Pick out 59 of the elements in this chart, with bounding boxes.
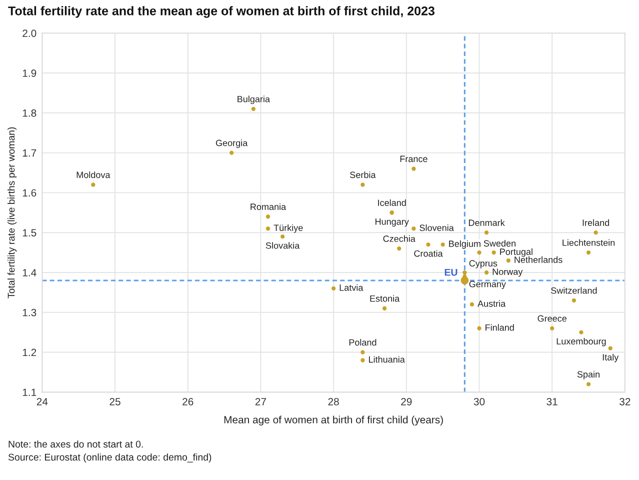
y-tick-label: 1.5	[22, 229, 36, 236]
annotation: Hungary	[376, 218, 409, 227]
annotation: Belgium	[449, 240, 480, 249]
annotation: Finland	[486, 324, 514, 331]
annotation: Netherlands	[514, 256, 562, 263]
x-tick-label: 28	[328, 398, 339, 406]
x-tick-label: 27	[255, 398, 266, 406]
series-label: EU	[444, 268, 458, 276]
x-tick-label: 29	[401, 398, 412, 406]
y-tick-label: 1.8	[22, 109, 36, 117]
y-tick-label: 1.4	[22, 269, 36, 276]
annotation: Iceland	[378, 199, 406, 206]
x-tick-label: 31	[546, 398, 558, 406]
x-tick-label: 32	[620, 398, 630, 406]
annotation: Moldova	[76, 171, 110, 178]
annotation: Slovenia	[420, 224, 454, 232]
annotation: Serbia	[350, 171, 376, 178]
annotation: Estonia	[370, 295, 400, 302]
annotation: Poland	[349, 338, 376, 346]
annotation: Italy	[602, 354, 619, 362]
annotation: Czechia	[383, 235, 416, 242]
x-tick-label: 24	[36, 398, 48, 406]
annotation: Bulgaria	[238, 96, 270, 104]
annotation: Spain	[577, 370, 600, 380]
annotation: Norway	[492, 268, 523, 277]
annotation: Lithuania	[368, 356, 405, 363]
text: Note: the axes do not start at 0.	[8, 440, 143, 448]
annotation: Denmark	[468, 219, 505, 226]
annotation: Ireland	[582, 219, 610, 226]
y-tick-label: 1.3	[22, 308, 36, 316]
x-axis-title: Mean age of women at birth of first child (years)	[224, 416, 443, 426]
y-tick-label: 2.0	[22, 30, 36, 37]
annotation: Sweden	[484, 240, 516, 247]
annotation: Portugal	[500, 248, 532, 257]
y-tick-label: 1.6	[22, 189, 36, 197]
annotation: Romania	[250, 203, 286, 210]
y-axis-title: Total fertility rate (live births per woman)	[8, 127, 17, 298]
x-tick-label: 26	[182, 398, 194, 406]
y-tick-label: 1.1	[22, 388, 36, 396]
annotation: Latvia	[340, 284, 364, 291]
annotation: Germany	[469, 280, 506, 290]
annotation: Slovakia	[266, 242, 300, 249]
annotation: Switzerland	[551, 287, 597, 294]
annotation: Austria	[478, 300, 506, 307]
annotation: Luxembourg	[556, 338, 606, 346]
source-note: Source: Eurostat (online data code: demo_find)	[8, 453, 212, 463]
x-tick-label: 25	[110, 398, 120, 406]
chart-title: Total fertility rate and the mean age of women at birth of first child, 2023	[8, 6, 434, 18]
annotation: Liechtenstein	[562, 239, 615, 246]
annotation: Türkiye	[274, 224, 303, 233]
annotation: Georgia	[216, 140, 248, 148]
annotation: Croatia	[414, 250, 443, 257]
annotation: Cyprus	[469, 260, 498, 268]
y-tick-label: 1.2	[22, 348, 36, 356]
annotation: Greece	[538, 315, 566, 322]
x-tick-label: 30	[474, 398, 485, 406]
y-tick-label: 1.9	[22, 70, 36, 77]
y-tick-label: 1.7	[22, 149, 36, 157]
annotation: France	[400, 156, 428, 162]
